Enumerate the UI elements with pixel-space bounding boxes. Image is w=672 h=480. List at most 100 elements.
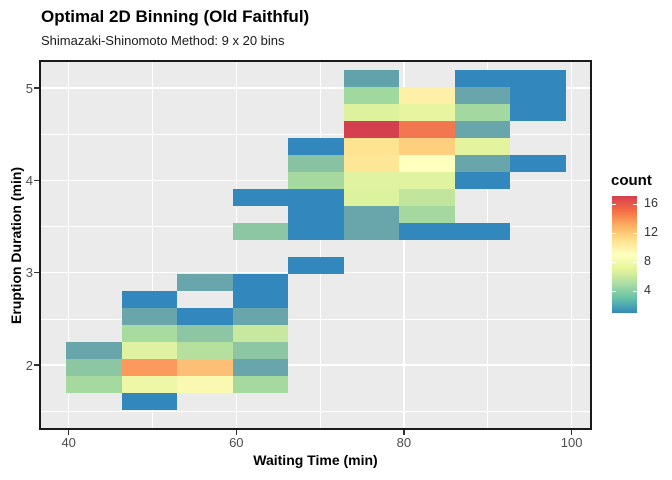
y-major-gridline — [41, 364, 590, 366]
heatmap-tile — [177, 342, 233, 360]
plot-panel — [39, 60, 592, 430]
heatmap-tile — [232, 325, 289, 343]
legend-tick-label: 12 — [644, 225, 658, 240]
heatmap-tile — [454, 172, 511, 190]
chart-subtitle: Shimazaki-Shinomoto Method: 9 x 20 bins — [41, 33, 285, 48]
heatmap-tile — [454, 70, 511, 88]
heatmap-tile — [177, 308, 233, 326]
heatmap-tile — [288, 206, 344, 224]
legend-tick-mark — [612, 261, 616, 263]
heatmap-tile — [66, 342, 122, 360]
x-tick-label: 60 — [229, 435, 244, 450]
chart-title: Optimal 2D Binning (Old Faithful) — [41, 7, 310, 26]
x-axis-tick — [235, 430, 237, 435]
y-tick-label: 3 — [25, 265, 33, 281]
legend-tick-mark — [612, 232, 616, 234]
heatmap-tile — [177, 359, 233, 377]
heatmap-tile — [399, 155, 455, 173]
heatmap-tile — [232, 359, 289, 377]
heatmap-tile — [66, 376, 122, 394]
heatmap-tile — [121, 308, 178, 326]
y-tick-label: 5 — [25, 80, 33, 96]
y-axis-tick — [34, 364, 39, 366]
y-tick-label: 2 — [25, 357, 33, 373]
heatmap-tile — [232, 223, 289, 241]
x-tick-label: 80 — [396, 435, 412, 450]
x-major-gridline — [570, 62, 573, 428]
heatmap-tile — [343, 70, 400, 88]
x-axis-title: Waiting Time (min) — [253, 452, 378, 468]
heatmap-tile — [399, 172, 455, 190]
legend-tick-mark — [612, 203, 616, 205]
y-major-gridline — [41, 87, 590, 89]
heatmap-tile — [288, 189, 344, 207]
heatmap-tile — [399, 189, 455, 207]
heatmap-tile — [66, 359, 122, 377]
heatmap-tile — [121, 342, 178, 360]
x-axis-tick — [67, 430, 70, 435]
heatmap-tile — [454, 138, 511, 156]
heatmap-tile — [454, 87, 511, 105]
x-minor-gridline — [152, 62, 153, 428]
heatmap-tile — [510, 87, 566, 105]
legend-tick-mark — [633, 203, 637, 205]
heatmap-tile — [399, 87, 455, 105]
heatmap-tile — [343, 104, 400, 122]
x-axis-tick — [403, 430, 405, 435]
y-axis-tick — [34, 87, 39, 89]
x-minor-gridline — [319, 62, 321, 428]
heatmap-tile — [454, 155, 511, 173]
heatmap-tile — [343, 223, 400, 241]
heatmap-tile — [510, 70, 566, 88]
heatmap-tile — [232, 274, 289, 292]
y-tick-label: 4 — [25, 172, 33, 188]
legend-tick-label: 4 — [644, 283, 651, 298]
heatmap-tile — [399, 138, 455, 156]
heatmap-tile — [343, 87, 400, 105]
heatmap-tile — [399, 121, 455, 139]
heatmap-tile — [343, 189, 400, 207]
heatmap-tile — [343, 138, 400, 156]
heatmap-tile — [232, 376, 289, 394]
x-minor-gridline — [487, 62, 489, 428]
heatmap-tile — [399, 104, 455, 122]
y-axis-tick — [34, 179, 39, 182]
y-minor-gridline — [41, 410, 590, 412]
heatmap-tile — [454, 121, 511, 139]
heatmap-tile — [121, 376, 178, 394]
heatmap-tile — [399, 223, 455, 241]
heatmap-tile — [232, 189, 289, 207]
heatmap-tile — [121, 325, 178, 343]
heatmap-tile — [399, 206, 455, 224]
legend-tick-mark — [633, 232, 637, 234]
legend-colorbar — [612, 196, 637, 313]
legend-title: count — [611, 172, 652, 189]
heatmap-tile — [288, 223, 344, 241]
x-axis-tick — [570, 430, 573, 435]
heatmap-tile — [121, 359, 178, 377]
heatmap-tile — [288, 138, 344, 156]
y-minor-gridline — [41, 318, 590, 320]
heatmap-tile — [454, 104, 511, 122]
legend-tick-label: 16 — [644, 196, 658, 211]
x-tick-label: 100 — [560, 435, 583, 450]
legend-tick-label: 8 — [644, 254, 651, 269]
heatmap-tile — [121, 393, 178, 411]
y-axis-tick — [34, 271, 39, 274]
heatmap-tile — [343, 155, 400, 173]
heatmap-tile — [343, 172, 400, 190]
heatmap-tile — [510, 104, 566, 122]
x-major-gridline — [403, 62, 405, 428]
heatmap-tile — [232, 308, 289, 326]
heatmap-tile — [343, 121, 400, 139]
x-major-gridline — [68, 62, 70, 428]
legend-tick-mark — [633, 261, 637, 263]
heatmap-tile — [177, 274, 233, 292]
heatmap-tile — [177, 376, 233, 394]
x-tick-label: 40 — [61, 435, 76, 450]
heatmap-tile — [177, 325, 233, 343]
heatmap-tile — [121, 291, 178, 309]
x-major-gridline — [235, 62, 237, 428]
heatmap-tile — [288, 155, 344, 173]
